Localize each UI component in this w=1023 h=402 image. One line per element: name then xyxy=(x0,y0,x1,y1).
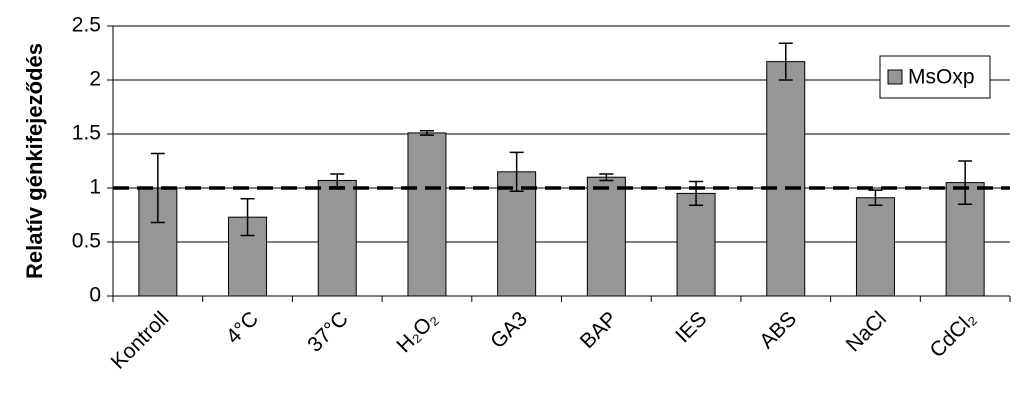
bar xyxy=(676,192,716,297)
y-tick-label: 1.5 xyxy=(72,122,101,145)
x-tick-label: ABS xyxy=(755,307,801,353)
error-bar xyxy=(150,152,165,224)
bar xyxy=(855,197,895,297)
bar xyxy=(317,179,357,297)
y-tick-label: 1 xyxy=(89,176,101,199)
y-axis-label: Relatív génkifejeződés xyxy=(22,43,47,279)
error-bar xyxy=(240,198,255,237)
x-tick-label: NaCl xyxy=(842,307,891,356)
bar xyxy=(497,171,537,297)
bar xyxy=(407,132,447,297)
x-tick-label: Kontroll xyxy=(107,307,174,374)
bar xyxy=(766,61,806,297)
legend-swatch xyxy=(887,69,903,85)
error-bar xyxy=(958,160,973,205)
y-tick-label: 2 xyxy=(89,68,101,91)
error-bar xyxy=(419,130,434,136)
y-tick-label: 2.5 xyxy=(72,14,101,37)
y-tick-label: 0.5 xyxy=(72,230,101,253)
x-tick-label: IES xyxy=(671,307,711,347)
x-tick-label: BAP xyxy=(576,307,622,353)
error-bar xyxy=(778,42,793,81)
x-tick-label: 37°C xyxy=(303,307,352,356)
x-tick-label: CdCl₂ xyxy=(926,307,981,362)
error-bar xyxy=(599,173,614,182)
bar xyxy=(586,176,626,297)
x-tick-label: GA3 xyxy=(486,307,532,353)
error-bar xyxy=(868,189,883,207)
error-bar xyxy=(689,180,704,207)
x-tick-label: H₂O₂ xyxy=(392,307,442,357)
x-tick-label: 4°C xyxy=(222,307,263,348)
legend-label: MsOxp xyxy=(908,66,975,89)
y-tick-label: 0 xyxy=(89,284,101,307)
error-bar xyxy=(509,151,524,192)
